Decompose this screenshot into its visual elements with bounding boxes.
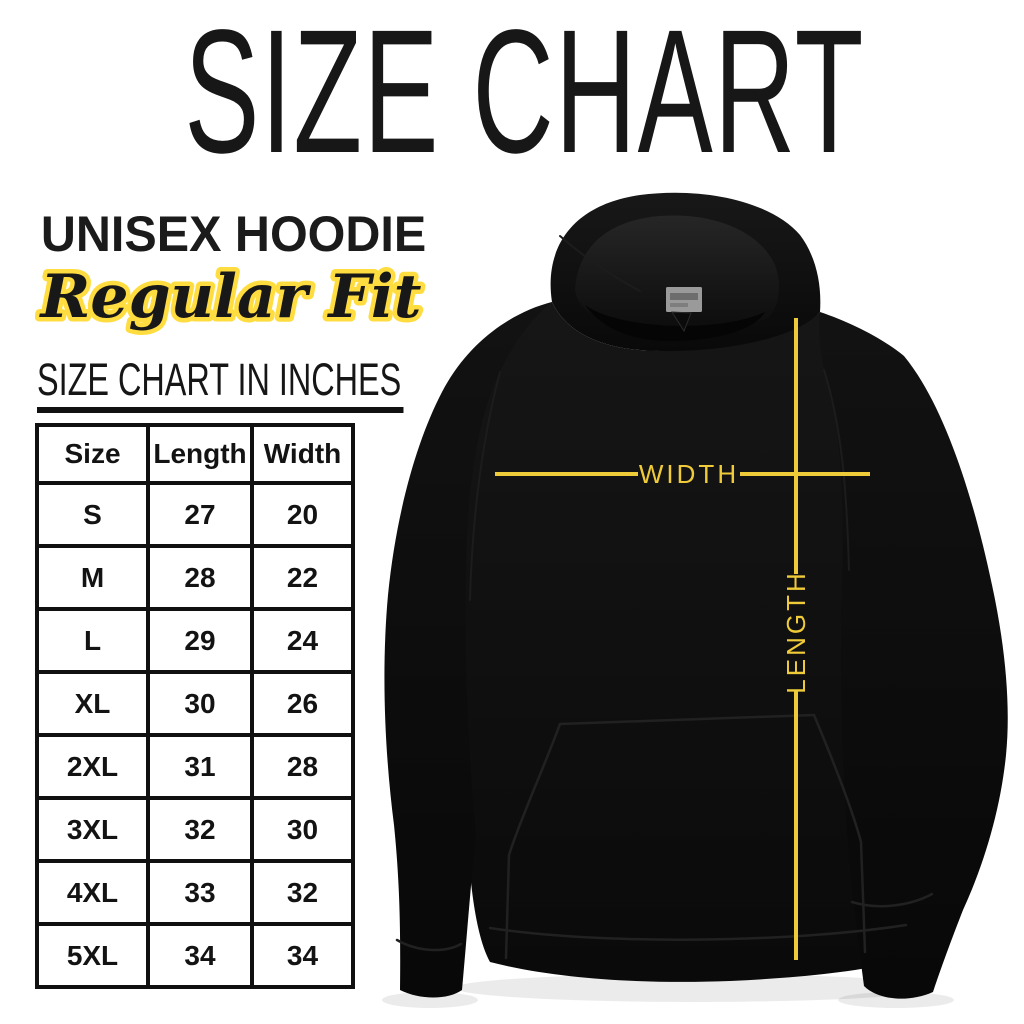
hood-inner-shadow bbox=[585, 305, 765, 342]
size-table-row: M 28 22 bbox=[35, 544, 355, 611]
cell-size: 4XL bbox=[35, 859, 150, 926]
size-table-row: 2XL 31 28 bbox=[35, 733, 355, 800]
pocket-seam bbox=[504, 713, 867, 960]
cuff-seam-left bbox=[395, 938, 463, 952]
fit-label: Regular Fit bbox=[39, 262, 422, 332]
cell-width: 28 bbox=[250, 733, 355, 800]
cell-length: 33 bbox=[146, 859, 254, 926]
cell-size: XL bbox=[35, 670, 150, 737]
column-header-length: Length bbox=[146, 423, 254, 485]
fit-label-graphic: Regular Fit bbox=[35, 258, 426, 337]
hoodie-right-sleeve bbox=[819, 312, 1008, 999]
column-header-size: Size bbox=[35, 423, 150, 485]
hood-opening bbox=[575, 215, 780, 332]
size-table: Size Length Width S 27 20 M 28 bbox=[35, 423, 355, 989]
ground-shadow bbox=[455, 974, 935, 1002]
cell-size: 3XL bbox=[35, 796, 150, 863]
cell-size: S bbox=[35, 481, 150, 548]
cell-size: M bbox=[35, 544, 150, 611]
cell-width: 24 bbox=[250, 607, 355, 674]
size-table-row: 4XL 33 32 bbox=[35, 859, 355, 926]
cell-length: 27 bbox=[146, 481, 254, 548]
armhole-seam-right bbox=[823, 369, 850, 571]
cell-width: 32 bbox=[250, 859, 355, 926]
size-info-panel: UNISEX HOODIE Regular Fit SIZE CHART IN … bbox=[35, 205, 427, 1015]
drawcord bbox=[671, 311, 692, 333]
cell-length: 31 bbox=[146, 733, 254, 800]
cuff-seam-right bbox=[850, 892, 934, 908]
size-table-row: S 27 20 bbox=[35, 481, 355, 548]
size-table-row: XL 30 26 bbox=[35, 670, 355, 737]
size-table-header-row: Size Length Width bbox=[35, 423, 355, 485]
length-label: LENGTH bbox=[781, 570, 811, 693]
cell-size: 2XL bbox=[35, 733, 150, 800]
cell-width: 34 bbox=[250, 922, 355, 989]
size-table-row: 3XL 32 30 bbox=[35, 796, 355, 863]
table-heading: SIZE CHART IN INCHES bbox=[37, 357, 404, 413]
cell-width: 30 bbox=[250, 796, 355, 863]
cell-length: 30 bbox=[146, 670, 254, 737]
size-table-row: L 29 24 bbox=[35, 607, 355, 674]
ground-shadow bbox=[838, 992, 954, 1008]
cell-length: 28 bbox=[146, 544, 254, 611]
column-header-width: Width bbox=[250, 423, 355, 485]
size-table-row: 5XL 34 34 bbox=[35, 922, 355, 989]
armhole-seam-left bbox=[469, 371, 501, 601]
width-label: WIDTH bbox=[639, 459, 739, 489]
product-name: UNISEX HOODIE bbox=[40, 206, 427, 262]
cell-length: 32 bbox=[146, 796, 254, 863]
page-title: SIZE CHART bbox=[184, 0, 865, 190]
cell-size: 5XL bbox=[35, 922, 150, 989]
cell-width: 20 bbox=[250, 481, 355, 548]
hoodie-body bbox=[452, 302, 914, 982]
cell-length: 29 bbox=[146, 607, 254, 674]
hoodie-left-sleeve bbox=[384, 302, 552, 998]
cell-width: 26 bbox=[250, 670, 355, 737]
cell-size: L bbox=[35, 607, 150, 674]
cell-length: 34 bbox=[146, 922, 254, 989]
neck-label bbox=[666, 287, 702, 312]
hood-fold-seam bbox=[559, 235, 641, 292]
cell-width: 22 bbox=[250, 544, 355, 611]
hem-seam bbox=[488, 923, 908, 941]
ground-shadow bbox=[382, 992, 478, 1008]
